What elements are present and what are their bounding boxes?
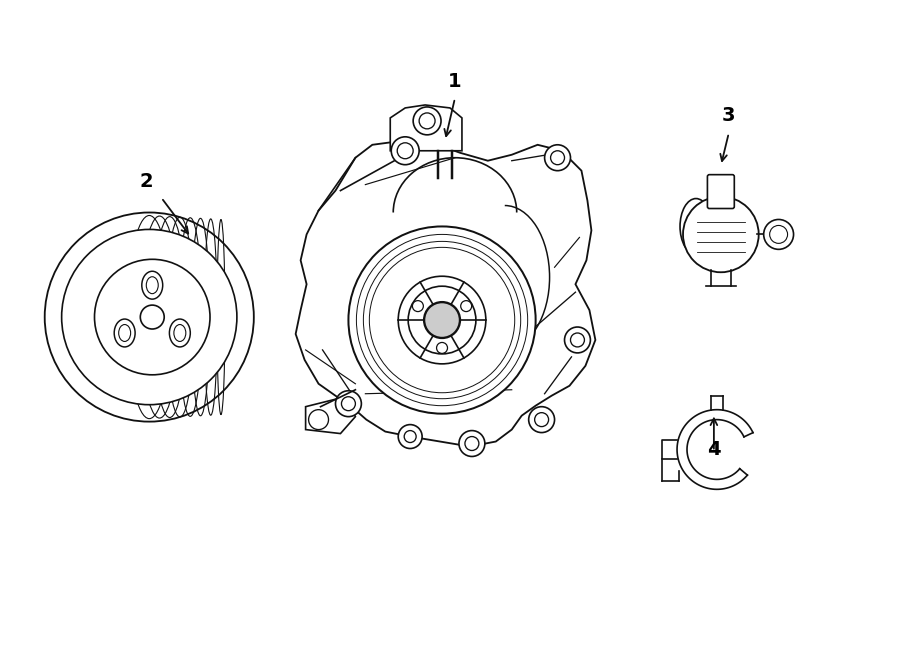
Polygon shape — [296, 141, 596, 446]
Circle shape — [45, 213, 254, 422]
Circle shape — [413, 107, 441, 135]
Circle shape — [564, 327, 590, 353]
Circle shape — [309, 410, 328, 430]
Ellipse shape — [147, 277, 158, 294]
Circle shape — [764, 220, 794, 250]
Circle shape — [398, 424, 422, 448]
Text: 2: 2 — [140, 171, 153, 191]
Circle shape — [392, 137, 419, 165]
FancyBboxPatch shape — [707, 175, 734, 209]
Polygon shape — [306, 397, 356, 434]
Ellipse shape — [114, 319, 135, 347]
Text: 1: 1 — [448, 72, 462, 91]
Ellipse shape — [174, 324, 185, 342]
Ellipse shape — [119, 324, 130, 342]
Circle shape — [348, 226, 536, 414]
Circle shape — [544, 145, 571, 171]
Circle shape — [528, 406, 554, 432]
Circle shape — [683, 197, 759, 272]
Ellipse shape — [680, 199, 712, 254]
Circle shape — [424, 302, 460, 338]
Circle shape — [336, 391, 362, 416]
Polygon shape — [391, 105, 462, 151]
Circle shape — [140, 305, 164, 329]
Circle shape — [398, 276, 486, 364]
Circle shape — [409, 286, 476, 354]
Text: 3: 3 — [722, 106, 735, 125]
Circle shape — [61, 230, 237, 404]
Text: 4: 4 — [707, 440, 721, 459]
Circle shape — [412, 301, 423, 312]
Circle shape — [461, 301, 472, 312]
Ellipse shape — [142, 271, 163, 299]
Circle shape — [459, 430, 485, 457]
Circle shape — [436, 342, 447, 354]
Circle shape — [94, 260, 210, 375]
Ellipse shape — [169, 319, 190, 347]
